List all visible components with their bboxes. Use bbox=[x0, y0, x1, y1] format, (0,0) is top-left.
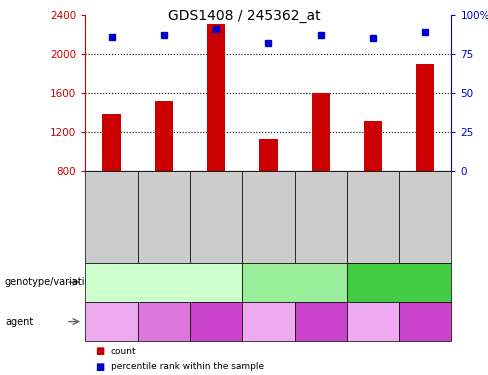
Text: arf6/arf6 ARF8/arf8: arf6/arf6 ARF8/arf8 bbox=[254, 278, 335, 286]
Text: IAA: IAA bbox=[314, 317, 327, 326]
Text: GSM62691: GSM62691 bbox=[316, 196, 325, 237]
Text: ■: ■ bbox=[95, 362, 104, 372]
Bar bbox=[416, 64, 434, 171]
Text: GSM62693: GSM62693 bbox=[421, 196, 430, 237]
Bar bbox=[259, 138, 278, 171]
Text: arf6 arf8: arf6 arf8 bbox=[381, 278, 417, 286]
Text: wild type: wild type bbox=[144, 278, 183, 286]
Text: percentile rank within the sample: percentile rank within the sample bbox=[111, 362, 264, 371]
Text: GSM62692: GSM62692 bbox=[368, 196, 378, 237]
Text: GSM62687: GSM62687 bbox=[107, 196, 116, 237]
Bar bbox=[364, 121, 382, 171]
Text: GSM62688: GSM62688 bbox=[212, 196, 221, 237]
Text: GSM62689: GSM62689 bbox=[159, 196, 168, 237]
Text: IAA: IAA bbox=[210, 317, 223, 326]
Bar bbox=[102, 114, 121, 171]
Text: GSM62690: GSM62690 bbox=[264, 196, 273, 237]
Text: count: count bbox=[111, 347, 137, 356]
Text: untreated: untreated bbox=[93, 317, 131, 326]
Text: untreated: untreated bbox=[354, 317, 392, 326]
Text: IAA: IAA bbox=[419, 317, 432, 326]
Text: mock: mock bbox=[154, 317, 174, 326]
Bar bbox=[155, 100, 173, 171]
Text: GDS1408 / 245362_at: GDS1408 / 245362_at bbox=[168, 9, 320, 23]
Text: genotype/variation: genotype/variation bbox=[5, 277, 98, 287]
Text: ■: ■ bbox=[95, 346, 104, 356]
Text: agent: agent bbox=[5, 316, 33, 327]
Bar bbox=[207, 24, 225, 171]
Bar bbox=[311, 93, 330, 171]
Text: untreated: untreated bbox=[249, 317, 287, 326]
